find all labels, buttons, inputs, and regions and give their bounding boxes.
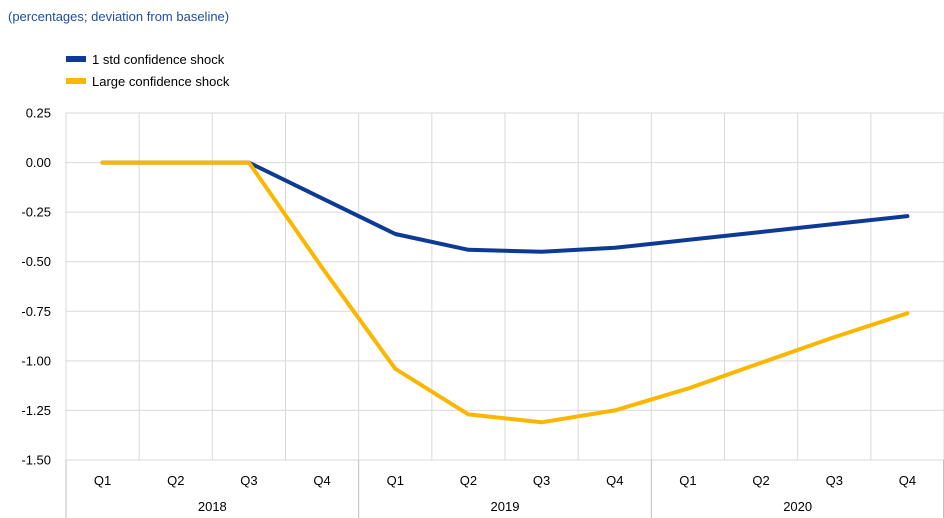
chart-subtitle: (percentages; deviation from baseline) [8,9,230,24]
x-tick-label: Q4 [606,473,623,488]
x-tick-label: Q2 [460,473,477,488]
chart-legend: 1 std confidence shock Large confidence … [66,48,229,92]
year-label: 2018 [198,499,227,514]
year-label: 2019 [491,499,520,514]
y-tick-label: -1.25 [21,403,51,418]
x-tick-label: Q1 [387,473,404,488]
legend-label-series-2: Large confidence shock [92,73,230,89]
y-tick-label: -0.50 [21,254,51,269]
series-line-2 [100,160,910,425]
y-tick-label: -0.25 [21,205,51,220]
x-tick-label: Q2 [752,473,769,488]
x-tick-label: Q2 [167,473,184,488]
y-tick-label: -1.50 [21,453,51,468]
legend-swatch-series-2 [66,78,86,84]
legend-item-series-2: Large confidence shock [66,70,229,92]
y-tick-label: 0.00 [26,155,51,170]
legend-item-series-1: 1 std confidence shock [66,48,229,70]
year-label: 2020 [783,499,812,514]
legend-label-series-1: 1 std confidence shock [92,51,225,67]
y-tick-label: -0.75 [21,304,51,319]
x-tick-label: Q3 [533,473,550,488]
legend-swatch-series-1 [66,56,86,62]
x-tick-label: Q3 [826,473,843,488]
y-tick-label: 0.25 [26,106,51,121]
y-tick-label: -1.00 [21,353,51,368]
x-tick-label: Q3 [240,473,257,488]
x-tick-label: Q4 [899,473,916,488]
x-tick-label: Q4 [313,473,330,488]
x-tick-label: Q1 [679,473,696,488]
x-tick-label: Q1 [94,473,111,488]
